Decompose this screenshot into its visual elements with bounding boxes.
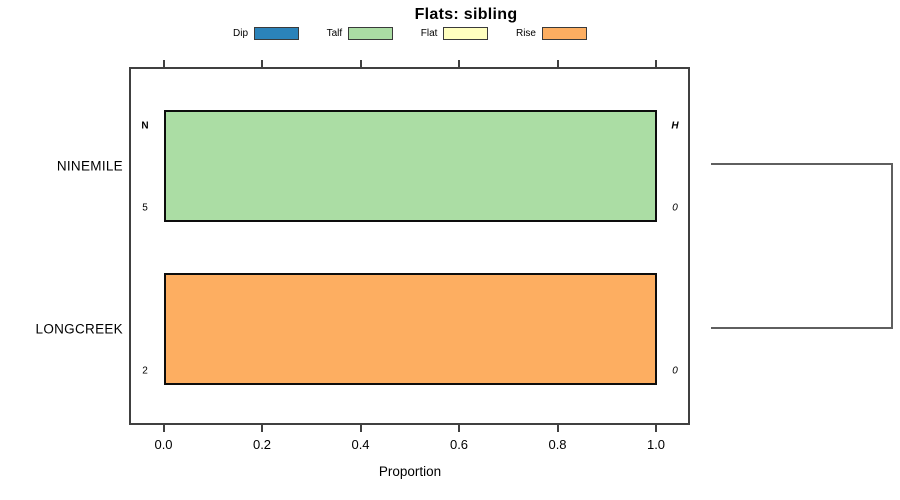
row-n-value: 2 (142, 365, 148, 377)
legend: Dip Talf Flat Rise (233, 25, 587, 41)
x-axis-tick-bottom (162, 425, 165, 432)
legend-item-talf: Talf (326, 26, 394, 40)
legend-swatch (542, 26, 587, 40)
dendrogram-bracket (711, 163, 893, 329)
row-h-value: 0 (672, 365, 678, 377)
x-axis-tick-top (162, 60, 165, 67)
x-axis-tick-top (359, 60, 362, 67)
legend-label: Flat (420, 27, 438, 39)
x-axis-tick-top (458, 60, 460, 67)
bar-ninemile-talf (164, 110, 657, 222)
x-axis-tick-top (655, 60, 657, 67)
x-axis-tick-bottom (556, 425, 559, 432)
x-axis-tick-bottom (458, 425, 460, 432)
x-axis-tick-label: 0.6 (449, 437, 469, 452)
column-header-h: H (671, 120, 679, 132)
x-axis-tick-bottom (655, 425, 657, 432)
legend-swatch (443, 26, 489, 40)
bar-longcreek-rise (164, 273, 657, 385)
x-axis-tick-top (261, 60, 263, 67)
x-axis-tick-label: 0.0 (154, 437, 173, 452)
row-n-value: 5 (142, 202, 148, 214)
row-h-value: 0 (672, 202, 678, 214)
legend-item-dip: Dip (233, 26, 300, 40)
legend-item-flat: Flat (420, 26, 489, 40)
legend-label: Rise (515, 27, 536, 39)
x-axis-label: Proportion (378, 464, 442, 479)
legend-item-rise: Rise (515, 26, 587, 40)
chart-title: Flats: sibling (414, 6, 518, 23)
x-axis-tick-label: 0.8 (548, 437, 567, 452)
x-axis-tick-top (556, 60, 559, 67)
x-axis-tick-label: 0.4 (351, 437, 370, 452)
legend-swatch (254, 26, 300, 40)
x-axis-tick-label: 0.2 (252, 437, 272, 452)
x-axis-tick-label: 1.0 (646, 437, 666, 452)
legend-label: Talf (326, 27, 343, 39)
row-label-ninemile: NINEMILE (56, 158, 123, 174)
x-axis-tick-bottom (359, 425, 362, 432)
column-header-n: N (141, 120, 149, 132)
legend-label: Dip (233, 27, 249, 39)
legend-swatch (348, 26, 394, 40)
x-axis-tick-bottom (261, 425, 263, 432)
row-label-longcreek: LONGCREEK (35, 321, 123, 337)
